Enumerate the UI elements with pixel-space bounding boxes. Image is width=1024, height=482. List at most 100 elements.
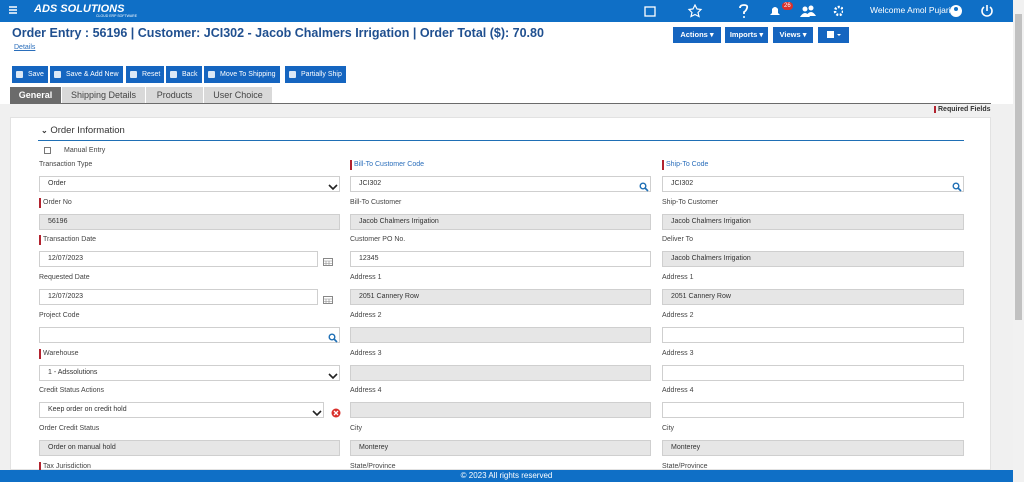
logo-tagline: CLOUD ERP SOFTWARE xyxy=(96,14,138,18)
field-input[interactable]: 1 - Adssolutions xyxy=(39,364,340,381)
tab-underline xyxy=(10,103,991,104)
field-label: Warehouse xyxy=(39,348,79,359)
field-input: Monterey xyxy=(350,439,651,456)
field-label: Deliver To xyxy=(662,236,693,244)
field-input[interactable]: 12/07/2023 xyxy=(39,251,318,268)
toolbar-button[interactable]: Reset xyxy=(126,66,165,83)
field-input[interactable]: Keep order on credit hold xyxy=(39,402,324,419)
field-input: Monterey xyxy=(662,439,964,456)
field-value: 56196 xyxy=(48,217,68,225)
field-label: Address 1 xyxy=(350,274,382,282)
dropdown-icon[interactable] xyxy=(328,179,338,191)
top-bar: ADS SOLUTIONS CLOUD ERP SOFTWARE 26 Welc… xyxy=(0,0,1013,22)
welcome-text[interactable]: Welcome Amol Pujari xyxy=(870,5,951,15)
field-input: Order on manual hold xyxy=(39,439,340,456)
field-label: Transaction Type xyxy=(39,161,93,168)
hamburger-icon[interactable] xyxy=(8,5,18,15)
dropdown-icon[interactable] xyxy=(312,405,322,417)
field-label: Ship-To Customer xyxy=(662,198,719,206)
field-value: 2051 Cannery Row xyxy=(671,293,731,301)
section-title[interactable]: ⌄ Order Information xyxy=(41,125,125,136)
field-label: Address 3 xyxy=(662,349,694,357)
field-value: 12/07/2023 xyxy=(48,293,84,301)
tab[interactable]: User Choice xyxy=(204,87,272,103)
search-icon[interactable] xyxy=(952,179,962,192)
field-label: Address 1 xyxy=(662,274,694,282)
required-fields-note: Required Fields xyxy=(934,106,991,113)
field-label: Order Credit Status xyxy=(39,424,100,432)
field-input: 56196 xyxy=(39,213,340,230)
menu-label: Actions xyxy=(680,30,708,39)
field-input[interactable]: JCI302 xyxy=(662,176,964,192)
dropdown-icon[interactable] xyxy=(328,368,338,379)
user-icons[interactable] xyxy=(950,4,1000,18)
field-input[interactable]: 12345 xyxy=(350,251,651,268)
field-input[interactable] xyxy=(662,402,964,419)
field-input[interactable] xyxy=(662,364,964,381)
field-value: Jacob Chalmers Irrigation xyxy=(671,217,751,225)
manual-entry-checkbox[interactable] xyxy=(44,147,51,154)
notification-badge: 26 xyxy=(782,2,793,10)
field-value: Jacob Chalmers Irrigation xyxy=(359,217,439,225)
field-value: Order xyxy=(48,180,66,187)
calendar-icon[interactable] xyxy=(323,292,333,305)
page-title: Order Entry : 56196 | Customer: JCI302 -… xyxy=(12,26,544,40)
field-label: Transaction Date xyxy=(39,235,96,246)
field-value: 1 - Adssolutions xyxy=(48,368,98,376)
menu-button[interactable]: Actions ▾ xyxy=(673,27,721,43)
toolbar-button[interactable]: Move To Shipping xyxy=(204,66,280,83)
field-label: Requested Date xyxy=(39,274,90,282)
field-input[interactable] xyxy=(662,326,964,343)
field-label: Order No xyxy=(39,197,72,208)
search-icon[interactable] xyxy=(328,330,338,343)
field-label: Bill-To Customer Code xyxy=(350,160,424,170)
field-input: 2051 Cannery Row xyxy=(662,289,964,306)
section-rule xyxy=(38,140,964,141)
toolbar-button[interactable]: Back xyxy=(166,66,202,83)
field-value: JCI302 xyxy=(671,180,694,187)
menu-button[interactable]: Imports ▾ xyxy=(725,27,768,43)
field-input[interactable]: 12/07/2023 xyxy=(39,289,318,306)
field-label: Address 3 xyxy=(350,349,382,357)
field-label: State/Province xyxy=(662,462,708,470)
field-input[interactable]: Order xyxy=(39,176,340,192)
field-value: Jacob Chalmers Irrigation xyxy=(671,255,751,263)
toolbar-button[interactable]: Partially Ship xyxy=(285,66,346,83)
tab[interactable]: Products xyxy=(146,87,203,103)
toolbar-button[interactable]: Save xyxy=(12,66,48,83)
manual-entry-label: Manual Entry xyxy=(64,147,106,154)
field-label: Ship-To Code xyxy=(662,160,708,170)
field-label: Tax Jurisdiction xyxy=(39,461,91,472)
field-label: State/Province xyxy=(350,462,396,470)
logo[interactable]: ADS SOLUTIONS xyxy=(34,3,125,15)
search-icon[interactable] xyxy=(639,179,649,192)
tab[interactable]: General xyxy=(10,87,61,103)
field-value: 12/07/2023 xyxy=(48,255,84,263)
alert-icon[interactable] xyxy=(331,405,341,418)
field-value: JCI302 xyxy=(359,180,382,187)
field-input: Jacob Chalmers Irrigation xyxy=(662,213,964,230)
field-input: Jacob Chalmers Irrigation xyxy=(662,251,964,268)
calendar-icon[interactable] xyxy=(323,254,333,267)
toolbar-button[interactable]: Save & Add New xyxy=(50,66,123,83)
field-value: Keep order on credit hold xyxy=(48,406,127,414)
field-label: Address 2 xyxy=(662,311,694,319)
menu-button[interactable]: Views ▾ xyxy=(773,27,813,43)
field-label: Address 4 xyxy=(350,387,382,395)
scrollbar-thumb[interactable] xyxy=(1015,14,1022,320)
field-input[interactable]: JCI302 xyxy=(350,176,651,192)
toolbar-icons[interactable] xyxy=(643,4,843,19)
tab[interactable]: Shipping Details xyxy=(62,87,145,103)
field-input[interactable] xyxy=(39,326,340,343)
field-input xyxy=(350,402,651,419)
field-label: Project Code xyxy=(39,311,80,319)
field-label: Address 2 xyxy=(350,311,382,319)
details-link[interactable]: Details xyxy=(14,44,36,51)
field-value: Monterey xyxy=(671,443,701,451)
layout-menu[interactable] xyxy=(818,27,849,43)
field-label: Bill-To Customer xyxy=(350,198,402,206)
field-input: Jacob Chalmers Irrigation xyxy=(350,213,651,230)
section-title-text: Order Information xyxy=(50,125,125,136)
menu-label: Views xyxy=(779,30,801,39)
